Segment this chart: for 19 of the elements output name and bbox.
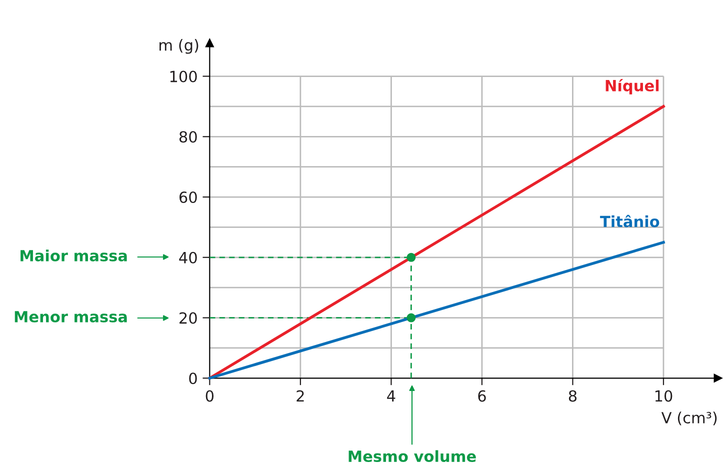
- x-tick-label: 10: [655, 390, 672, 402]
- x-tick-label: 2: [296, 390, 304, 402]
- x-tick-label: 8: [568, 390, 577, 402]
- y-tick-label: 60: [179, 191, 197, 204]
- y-tick-label: 80: [179, 131, 197, 143]
- series-label: Níquel: [606, 78, 659, 94]
- y-axis-title: m (g): [160, 39, 198, 54]
- text: Maior massa: [20, 250, 127, 262]
- x-tick-label: 6: [478, 390, 486, 402]
- series-label: Titânio: [600, 214, 660, 228]
- y-tick-label: 100: [170, 70, 197, 82]
- y-tick-label: 0: [189, 372, 197, 384]
- y-tick-label: 40: [179, 252, 197, 264]
- y-tick-label: 20: [180, 312, 197, 324]
- x-tick-label: 4: [387, 390, 396, 402]
- text: Menor massa: [14, 311, 127, 322]
- x-axis-title: V (cm³): [661, 412, 717, 426]
- x-tick-label: 0: [206, 390, 214, 402]
- text: Mesmo volume: [348, 450, 476, 462]
